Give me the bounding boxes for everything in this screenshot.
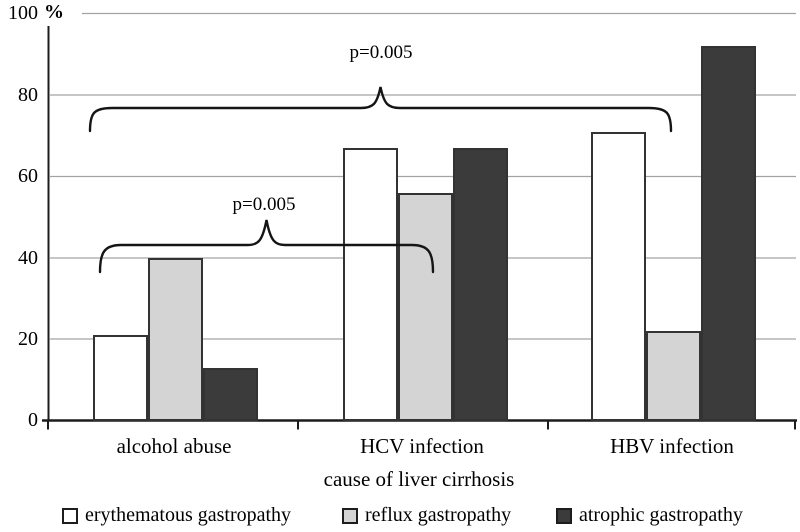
significance-bracket-upper	[88, 86, 673, 133]
legend-label-reflux: reflux gastropathy	[365, 504, 512, 526]
bar-atrophic-hbv	[701, 45, 756, 421]
y-tick-label-100: 100	[8, 2, 38, 24]
legend-label-atrophic: atrophic gastropathy	[579, 504, 743, 526]
bar-erythematous-alcohol	[92, 334, 148, 421]
x-category-alcohol-abuse: alcohol abuse	[116, 434, 232, 458]
x-category-hbv-infection: HBV infection	[610, 434, 734, 458]
y-tick-label-0: 0	[28, 409, 38, 431]
legend-item-erythematous: erythematous gastropathy	[62, 504, 291, 527]
bar-atrophic-hcv	[452, 147, 508, 421]
bar-reflux-hcv	[397, 192, 453, 421]
p-value-label-upper: p=0.005	[349, 42, 413, 63]
significance-bracket-lower	[98, 219, 435, 274]
legend-swatch-erythematous	[62, 507, 78, 524]
p-value-label-lower: p=0.005	[232, 194, 296, 215]
y-tick-label-60: 60	[18, 165, 38, 187]
bar-reflux-alcohol	[147, 257, 203, 421]
x-axis-ticks	[47, 420, 796, 430]
legend-item-atrophic: atrophic gastropathy	[556, 504, 743, 527]
bar-reflux-hbv	[646, 330, 701, 421]
bar-erythematous-hcv	[342, 147, 398, 421]
y-tick-label-40: 40	[18, 247, 38, 269]
legend-label-erythematous: erythematous gastropathy	[85, 504, 292, 526]
legend-item-reflux: reflux gastropathy	[342, 504, 511, 527]
bar-erythematous-hbv	[591, 131, 646, 421]
legend-swatch-reflux	[342, 507, 358, 524]
y-tick-label-20: 20	[18, 328, 38, 350]
y-axis-unit-label: %	[44, 1, 64, 23]
bar-atrophic-alcohol	[202, 367, 258, 421]
x-axis-title: cause of liver cirrhosis	[323, 467, 515, 491]
y-tick-label-80: 80	[18, 84, 38, 106]
legend-swatch-atrophic	[556, 507, 572, 524]
axes	[42, 26, 797, 430]
x-category-hcv-infection: HCV infection	[360, 434, 484, 458]
